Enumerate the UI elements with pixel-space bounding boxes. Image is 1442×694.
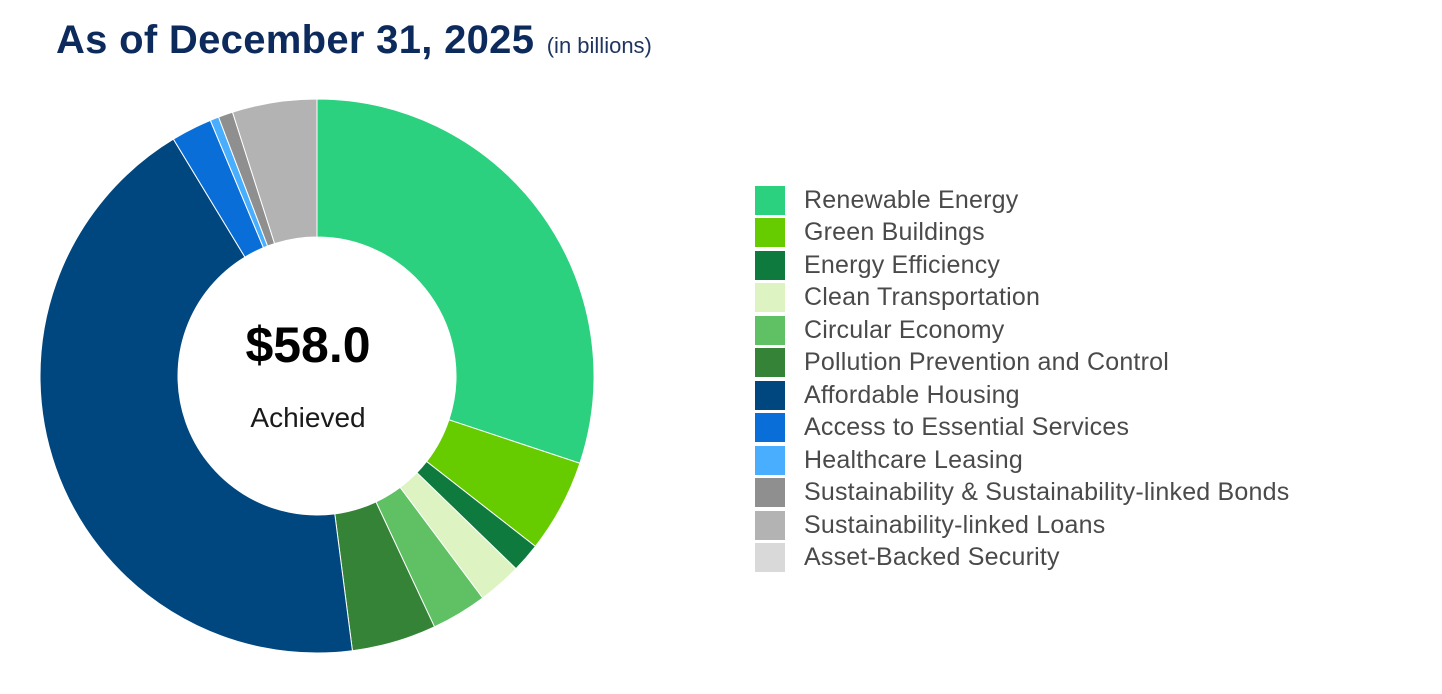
legend-label: Green Buildings — [804, 218, 985, 247]
legend-label: Pollution Prevention and Control — [804, 348, 1169, 377]
legend-item: Clean Transportation — [755, 282, 1289, 315]
legend-swatch — [755, 315, 785, 345]
legend-swatch — [755, 380, 785, 410]
legend-swatch — [755, 445, 785, 475]
chart-subtitle: (in billions) — [546, 33, 652, 58]
chart-title-row: As of December 31, 2025 (in billions) — [56, 18, 652, 63]
legend-label: Renewable Energy — [804, 185, 1019, 214]
donut-chart — [39, 98, 595, 654]
legend-swatch — [755, 510, 785, 540]
donut-slice-6 — [39, 138, 353, 654]
legend-label: Asset-Backed Security — [804, 543, 1060, 572]
legend-swatch — [755, 413, 785, 443]
chart-title: As of December 31, 2025 — [56, 18, 535, 62]
legend-swatch — [755, 478, 785, 508]
donut-center-label: Achieved — [250, 402, 366, 433]
chart-legend: Renewable Energy Green Buildings Energy Ef… — [755, 184, 1289, 574]
legend-label: Energy Efficiency — [804, 250, 1001, 279]
legend-item: Sustainability & Sustainability-linked B… — [755, 477, 1289, 510]
legend-item: Pollution Prevention and Control — [755, 347, 1289, 380]
legend-label: Clean Transportation — [804, 283, 1041, 312]
donut-center-value: $58.0 — [245, 317, 371, 373]
legend-swatch — [755, 250, 785, 280]
legend-item: Asset-Backed Security — [755, 542, 1289, 575]
legend-swatch — [755, 218, 785, 248]
legend-item: Energy Efficiency — [755, 249, 1289, 282]
legend-item: Affordable Housing — [755, 379, 1289, 412]
legend-label: Affordable Housing — [804, 380, 1020, 409]
legend-label: Access to Essential Services — [804, 413, 1130, 442]
legend-item: Green Buildings — [755, 217, 1289, 250]
donut-slice-0 — [316, 98, 595, 464]
legend-swatch — [755, 348, 785, 378]
legend-label: Healthcare Leasing — [804, 445, 1024, 474]
legend-label: Circular Economy — [804, 315, 1005, 344]
legend-swatch — [755, 283, 785, 313]
legend-label: Sustainability & Sustainability-linked B… — [804, 478, 1290, 507]
legend-item: Sustainability-linked Loans — [755, 509, 1289, 542]
legend-item: Renewable Energy — [755, 184, 1289, 217]
legend-item: Circular Economy — [755, 314, 1289, 347]
legend-swatch — [755, 185, 785, 215]
donut-slice-10 — [231, 98, 318, 245]
legend-item: Healthcare Leasing — [755, 444, 1289, 477]
legend-label: Sustainability-linked Loans — [804, 510, 1106, 539]
legend-item: Access to Essential Services — [755, 412, 1289, 445]
legend-swatch — [755, 543, 785, 573]
